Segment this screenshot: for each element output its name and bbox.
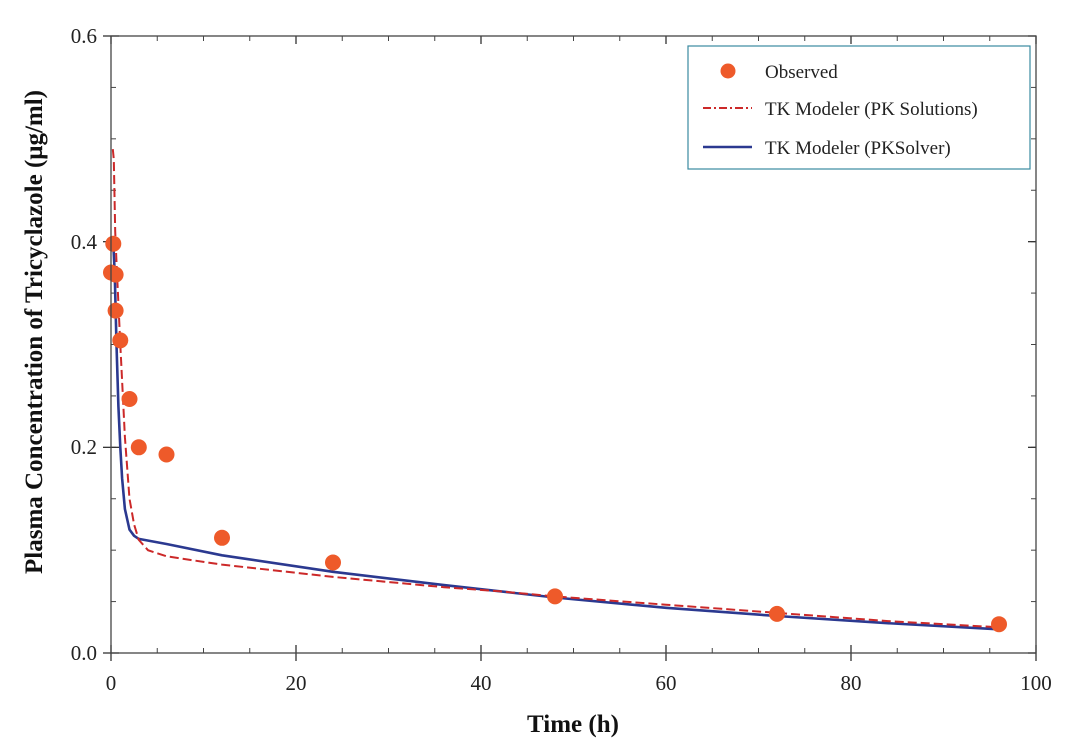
legend-box [687, 45, 1031, 170]
plot-area-frame [110, 35, 1037, 654]
legend-observed-marker [720, 63, 736, 79]
series-layer [103, 149, 1007, 633]
observed-point [214, 529, 230, 546]
observed-point [547, 588, 563, 605]
x-tick-label: 60 [656, 671, 677, 695]
observed-point [991, 616, 1007, 633]
x-tick-label: 100 [1020, 671, 1052, 695]
y-tick-label: 0.2 [71, 435, 97, 459]
observed-point [107, 302, 124, 319]
legend: Observed TK Modeler (PK Solutions) TK Mo… [687, 45, 1031, 170]
observed-point [769, 605, 785, 622]
observed-point [121, 391, 138, 407]
y-tick-label: 0.0 [71, 641, 97, 665]
y-tick-label: 0.6 [71, 24, 97, 48]
x-tick-label: 80 [841, 671, 862, 695]
x-tick-label: 0 [106, 671, 117, 695]
observed-point [130, 439, 147, 456]
x-tick-label: 40 [471, 671, 492, 695]
observed-point [105, 235, 122, 252]
observed-point [158, 446, 175, 463]
y-axis-title: Plasma Concentration of Tricyclazole (μg… [21, 90, 48, 574]
x-tick-label: 20 [286, 671, 307, 695]
legend-label: Observed [765, 62, 838, 83]
x-axis-title: Time (h) [527, 711, 619, 738]
legend-label: TK Modeler (PK Solutions) [765, 99, 978, 120]
observed-point [107, 266, 124, 283]
observed-point [325, 554, 341, 571]
observed-point [112, 332, 129, 349]
legend-label: TK Modeler (PKSolver) [765, 138, 951, 159]
y-tick-label: 0.4 [71, 230, 98, 254]
series-line-pk-solutions [111, 149, 1000, 629]
